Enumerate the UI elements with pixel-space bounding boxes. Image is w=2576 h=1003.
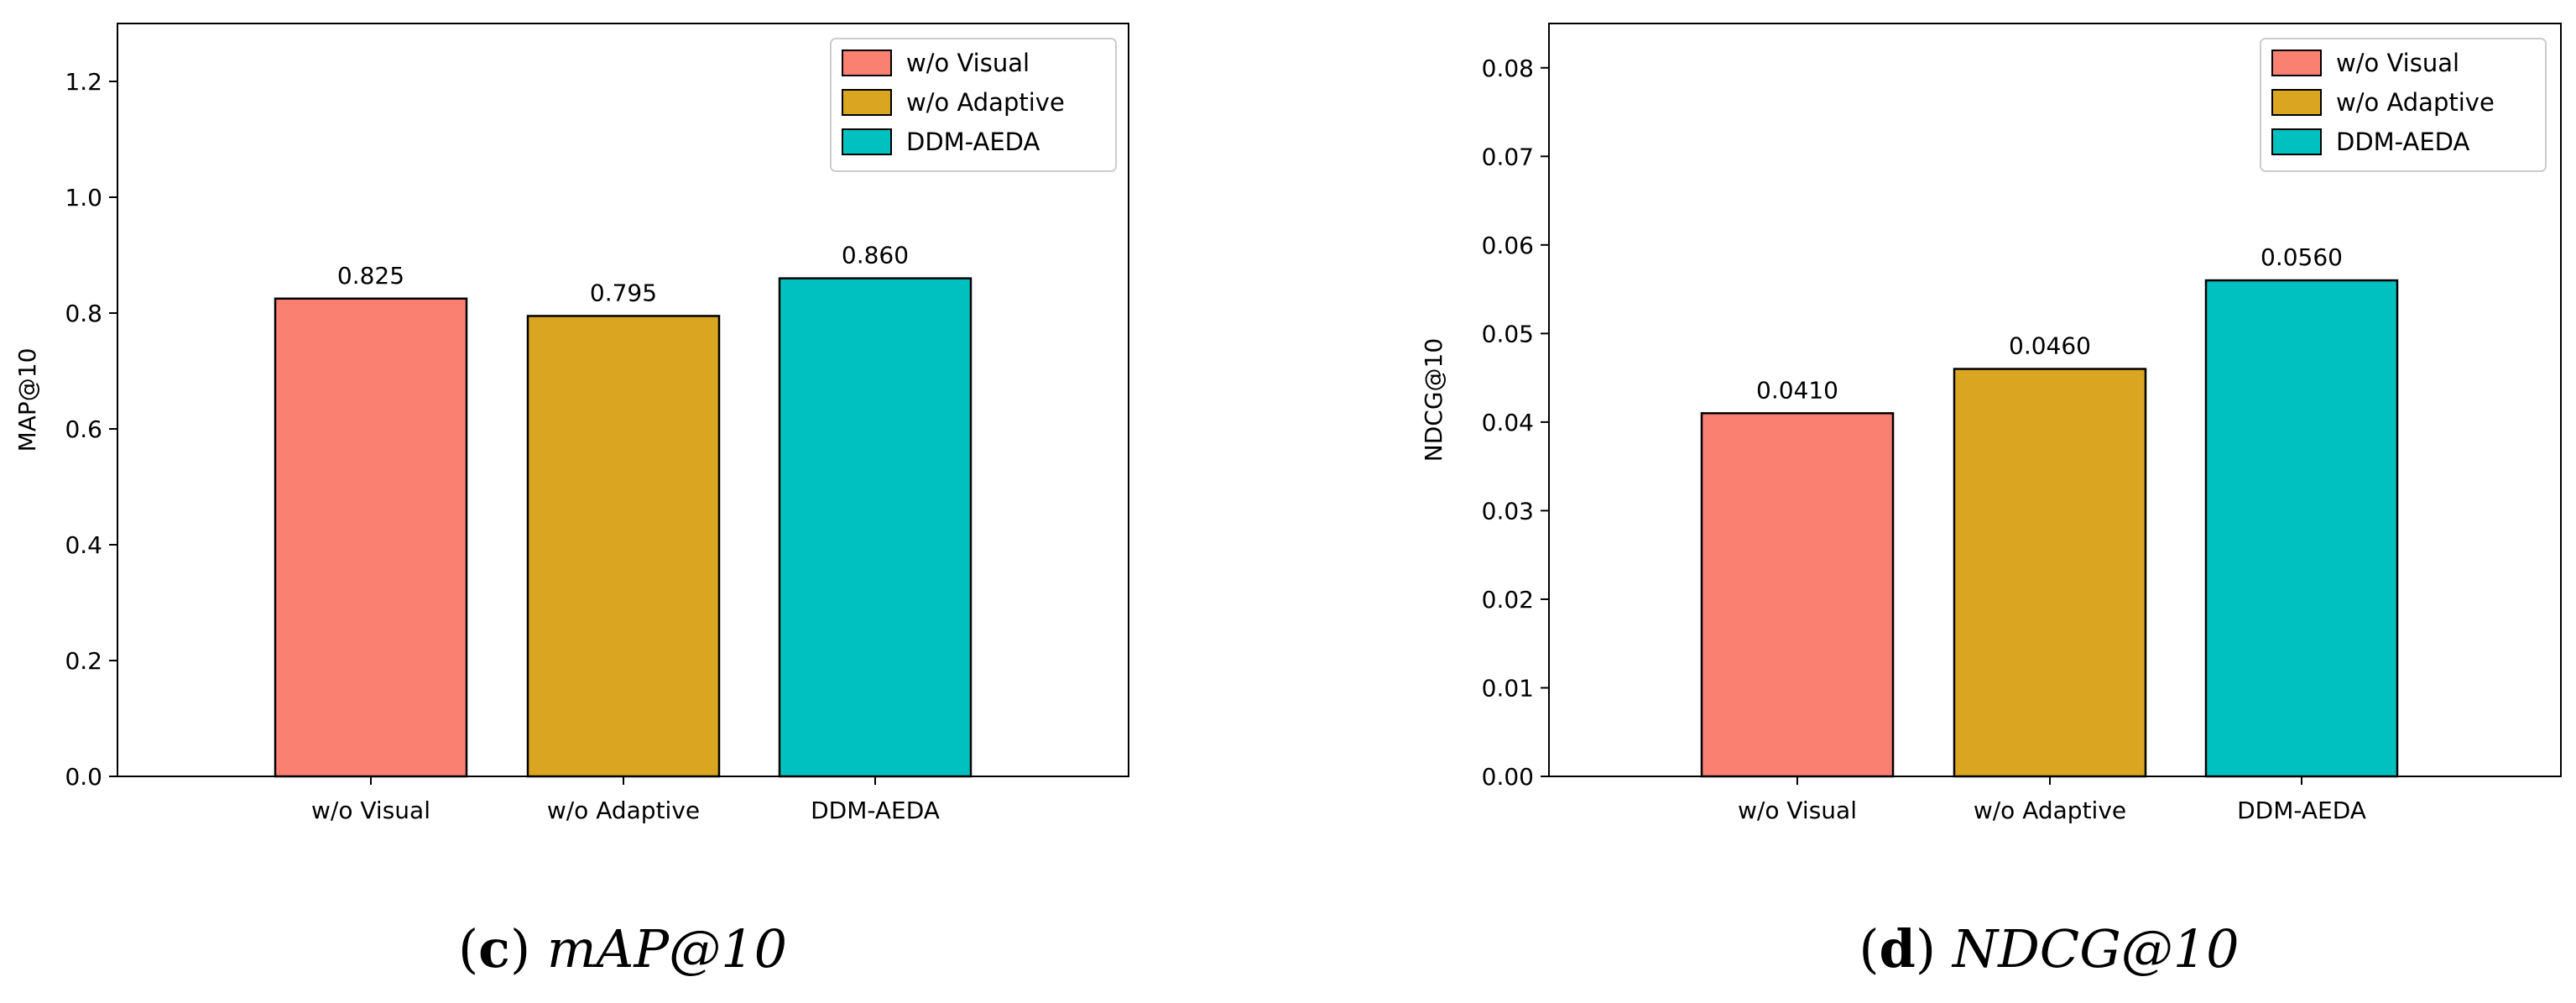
- y-tick-label: 1.2: [65, 68, 102, 96]
- x-tick-label: w/o Adaptive: [547, 797, 700, 824]
- bar-value-label: 0.825: [337, 262, 404, 290]
- caption-paren-close: ): [1916, 918, 1953, 979]
- y-tick-label: 0.08: [1482, 55, 1534, 82]
- y-tick-label: 0.02: [1482, 586, 1534, 614]
- bar-value-label: 0.0560: [2261, 243, 2343, 271]
- legend-swatch: [842, 128, 892, 155]
- caption-letter: c: [478, 918, 510, 979]
- figure-caption: (d) NDCG@10: [1859, 918, 2239, 979]
- y-tick-label: 0.05: [1482, 320, 1534, 347]
- bar-value-label: 0.0410: [1756, 376, 1838, 404]
- bar-3: [2204, 279, 2399, 778]
- caption-paren-open: (: [458, 918, 478, 979]
- legend-entry-label: w/o Adaptive: [2336, 88, 2495, 117]
- axes-frame: [117, 23, 1129, 777]
- y-tick-label: 0.01: [1482, 674, 1534, 702]
- x-tick-label: w/o Adaptive: [1974, 797, 2126, 824]
- caption-letter: d: [1880, 918, 1916, 979]
- y-tick-label: 0.6: [65, 415, 102, 443]
- bar-1: [274, 297, 468, 778]
- bar-value-label: 0.860: [842, 242, 909, 269]
- legend: w/o Visual w/o Adaptive DDM-AEDA: [2260, 38, 2547, 172]
- legend-swatch: [2271, 128, 2322, 155]
- y-tick-label: 0.06: [1482, 232, 1534, 259]
- y-tick-label: 0.00: [1482, 763, 1534, 791]
- chart-panel-c: 0.825 w/o Visual 0.795 w/o Adaptive 0.860 DDM…: [13, 23, 1129, 979]
- y-axis-label: MAP@10: [13, 348, 41, 452]
- x-tick-label: DDM-AEDA: [2237, 797, 2366, 824]
- legend-entry-label: w/o Visual: [2336, 49, 2459, 77]
- legend-swatch: [2271, 50, 2322, 76]
- legend-entry-label: w/o Visual: [906, 49, 1030, 77]
- y-tick-label: 0.4: [65, 531, 102, 559]
- legend-swatch: [2271, 89, 2322, 116]
- y-tick-label: 0.2: [65, 647, 102, 675]
- caption-paren-close: ): [510, 918, 547, 979]
- y-tick-label: 0.0: [65, 763, 102, 791]
- legend-swatch: [842, 50, 892, 76]
- bar-2: [526, 315, 721, 778]
- caption-metric: mAP@10: [547, 918, 787, 979]
- legend-entry-label: w/o Adaptive: [906, 88, 1065, 117]
- legend-box: [2260, 38, 2547, 172]
- bar-value-label: 0.0460: [2009, 332, 2091, 360]
- legend-box: [830, 38, 1117, 172]
- legend-swatch: [842, 89, 892, 116]
- y-tick-label: 0.04: [1482, 409, 1534, 436]
- chart-panel-d: 0.0410 w/o Visual 0.0460 w/o Adaptive 0.0560…: [1420, 23, 2562, 979]
- y-tick-label: 1.0: [65, 184, 102, 212]
- legend: w/o Visual w/o Adaptive DDM-AEDA: [830, 38, 1117, 172]
- figure-caption: (c) mAP@10: [458, 918, 787, 979]
- x-tick-label: w/o Visual: [1738, 797, 1857, 824]
- y-tick-label: 0.03: [1482, 497, 1534, 525]
- axes-frame: [1548, 23, 2562, 777]
- y-axis-label: NDCG@10: [1420, 338, 1447, 462]
- bar-1: [1700, 412, 1895, 778]
- y-tick-label: 0.8: [65, 300, 102, 327]
- caption-metric: NDCG@10: [1951, 918, 2240, 979]
- bar-3: [778, 277, 973, 778]
- y-tick-label: 0.07: [1482, 143, 1534, 170]
- caption-paren-open: (: [1859, 918, 1879, 979]
- legend-entry-label: DDM-AEDA: [906, 128, 1040, 156]
- x-tick-label: DDM-AEDA: [811, 797, 940, 824]
- bar-value-label: 0.795: [590, 279, 657, 306]
- bar-2: [1953, 368, 2147, 778]
- legend-entry-label: DDM-AEDA: [2336, 128, 2469, 156]
- x-tick-label: w/o Visual: [311, 797, 430, 824]
